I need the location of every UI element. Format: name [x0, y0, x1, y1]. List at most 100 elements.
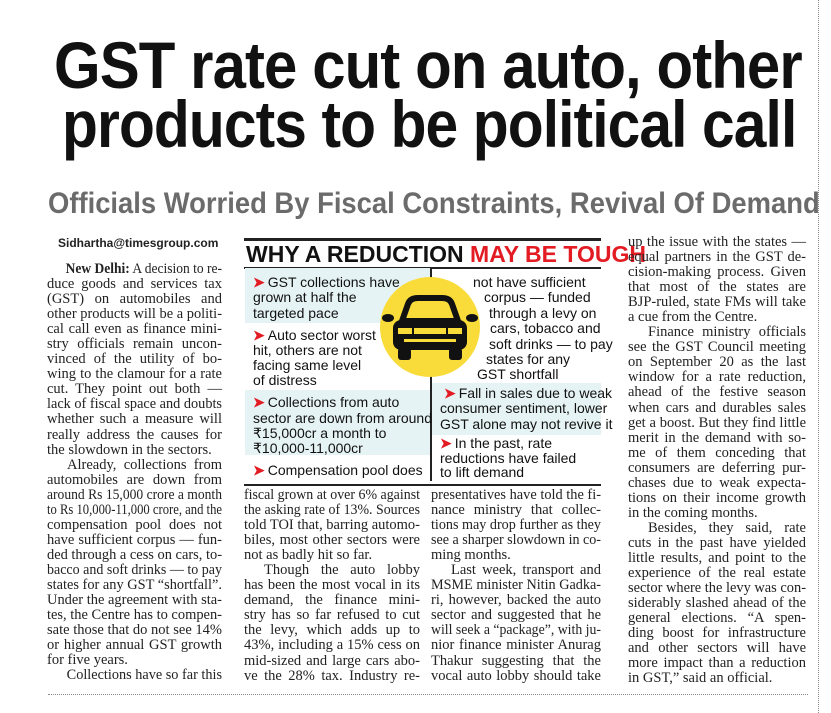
text-line: cut. They point out both —: [47, 381, 222, 398]
text-line: on September 20 as the last: [628, 354, 806, 371]
article-column-2: fiscal grown at over 6% against the askin…: [244, 487, 420, 684]
text-line: whether such a measure will: [47, 411, 222, 428]
text-line: the slowdown in the sectors.: [47, 441, 212, 458]
box-right-point-line: consumer sentiment, lower: [440, 400, 607, 416]
box-left-point-line: sector are down from around: [253, 410, 432, 426]
text-line: nior finance minister Anurag: [431, 637, 601, 654]
arrow-bullet-icon: ➤: [253, 462, 265, 478]
box-left-point-line: ➤ Auto sector worst: [253, 327, 376, 343]
text-line: equal partners in the GST de-: [628, 249, 806, 266]
box-title-black: WHY A REDUCTION: [246, 241, 471, 267]
text-line: biles, most other sectors were: [244, 532, 420, 549]
box-title: WHY A REDUCTION MAY BE TOUGH: [246, 242, 646, 266]
box-right-continuation-line: through a levy on: [489, 305, 596, 321]
box-left-point-line: ➤ Collections from auto: [253, 394, 399, 410]
text-line: the asking rate of 13%. Sources: [244, 502, 420, 519]
box-right-point-line: to lift demand: [440, 464, 524, 480]
text-line: tions on their income growth: [628, 489, 806, 506]
text-line: Besides, they said, rate: [648, 519, 806, 536]
why-reduction-box: [244, 238, 601, 486]
text-line: states for any GST “shortfall”.: [47, 576, 222, 593]
box-right-continuation-line: cars, tobacco and: [490, 320, 601, 336]
box-right-continuation-line: not have sufficient: [473, 274, 586, 290]
text-line: ded through a cess on cars, to-: [47, 546, 222, 563]
text-line: cuts in the past have yielded: [628, 534, 806, 551]
text-line: ve the 28% tax. Industry re-: [244, 667, 420, 684]
text-line: bacco and soft drinks — to pay: [47, 561, 222, 578]
text-line: to Rs 10,000-11,000 crore, and the: [47, 501, 222, 518]
text-line: ming months.: [431, 547, 511, 564]
text-line: ahead of the festive season: [628, 384, 806, 401]
text-line: Though the auto lobby: [264, 562, 420, 579]
text-line: vocal auto lobby should take: [431, 667, 601, 684]
article-paragraph: New Delhi: A decision to re-duce goods a…: [47, 261, 222, 458]
text-line: that most of the states are: [628, 279, 806, 296]
box-right-point-line: ➤ Fall in sales due to weak: [444, 385, 612, 401]
text-line: mid-sized and large cars abo-: [244, 652, 420, 669]
article-paragraph: Last week, transport and MSME minister Ni…: [431, 563, 601, 683]
text-line: ding boost for infrastructure: [628, 625, 806, 642]
box-point-text: Auto sector worst: [267, 327, 376, 343]
text-line: in GST,” said an official.: [628, 670, 773, 687]
text-line: Under the agreement with sta-: [47, 592, 222, 609]
arrow-bullet-icon: ➤: [253, 394, 265, 410]
box-point-text: ₹10,000-11,000cr: [253, 440, 363, 456]
cell-bg: [245, 390, 430, 455]
text-line: fiscal grown at over 6% against: [244, 487, 420, 503]
box-right-point-line: GST alone may not revive it: [440, 416, 612, 432]
text-line: will seek a “package”, with ju-: [431, 622, 601, 639]
text-line: demand, the finance mini-: [244, 592, 420, 609]
text-line: general elections. “A spen-: [628, 610, 806, 627]
text-line: Thakur suggesting that the: [431, 652, 601, 669]
article-paragraph: Besides, they said, rate cuts in the past…: [628, 519, 806, 687]
text-line: stry officials remain uncon-: [47, 336, 222, 353]
box-point-text: cars, tobacco and: [490, 320, 601, 336]
text-line: sector where the levy was con-: [628, 580, 806, 597]
text-line: siderably slashed ahead of the: [628, 595, 806, 612]
text-line: get a boost. But they find little: [628, 414, 806, 431]
text-line: up the issue with the states —: [628, 234, 806, 250]
box-left-point-line: ₹15,000cr a month to: [253, 425, 386, 441]
headline-line-1: GST rate cut on auto, other: [54, 28, 803, 102]
article-paragraph: up the issue with the states — equal part…: [628, 234, 806, 325]
byline-email[interactable]: Sidhartha@timesgroup.com: [58, 236, 219, 250]
arrow-bullet-icon: ➤: [253, 274, 265, 290]
box-point-text: to lift demand: [440, 464, 525, 480]
box-point-text: GST collections have: [267, 274, 400, 290]
article-column-3: presentatives have told the fi-nance min…: [431, 487, 601, 684]
text-line: experience of the real estate: [628, 565, 806, 582]
box-point-text: not have sufficient: [473, 274, 586, 290]
box-left-point-line: grown at half the: [253, 289, 357, 305]
text-line: merit in the demand with so-: [628, 429, 806, 446]
text-line: New Delhi: A decision to re-: [47, 261, 222, 277]
text-line: when cars and durables sales: [628, 399, 806, 416]
article-paragraph: presentatives have told the fi-nance min…: [431, 487, 601, 564]
box-point-text: Collections from auto: [267, 394, 400, 410]
box-left-point-line: ➤ GST collections have: [253, 274, 400, 290]
text-line: cision-making process. Given: [628, 264, 806, 281]
text-line: for five years.: [47, 652, 128, 669]
text-line: really address the causes for: [47, 426, 222, 443]
text-line: the levy, which adds up to: [244, 622, 420, 639]
box-point-text: grown at half the: [253, 289, 357, 305]
text-line: nance ministry that collec-: [431, 502, 601, 519]
text-line: and other sectors will have: [628, 640, 806, 657]
box-right-continuation-line: GST shortfall: [477, 366, 558, 382]
text-line: in the coming months.: [628, 504, 758, 521]
article-column-1: New Delhi: A decision to re-duce goods a…: [47, 261, 222, 683]
box-point-text: GST alone may not revive it: [440, 416, 613, 432]
text-line: see the GST Council meeting: [628, 339, 806, 356]
box-point-text: facing same level: [253, 357, 362, 373]
arrow-bullet-icon: ➤: [253, 327, 265, 343]
text-line: BJP-ruled, state FMs will take: [628, 294, 806, 311]
article-paragraph: fiscal grown at over 6% against the askin…: [244, 487, 420, 564]
bottom-dotted-rule: [48, 694, 808, 695]
text-line: not as badly hit so far.: [244, 547, 373, 564]
text-line: see a sharper slowdown in co-: [431, 532, 601, 549]
text-line: tions may drop further as they: [431, 517, 601, 534]
box-right-point-line: ➤ In the past, rate: [440, 435, 552, 451]
dateline: New Delhi:: [65, 261, 130, 277]
text-line: (GST) on automobiles and: [47, 291, 222, 308]
text-line: lack of fiscal space and doubts: [47, 396, 222, 413]
text-line: window for a rate reduction,: [628, 369, 806, 386]
